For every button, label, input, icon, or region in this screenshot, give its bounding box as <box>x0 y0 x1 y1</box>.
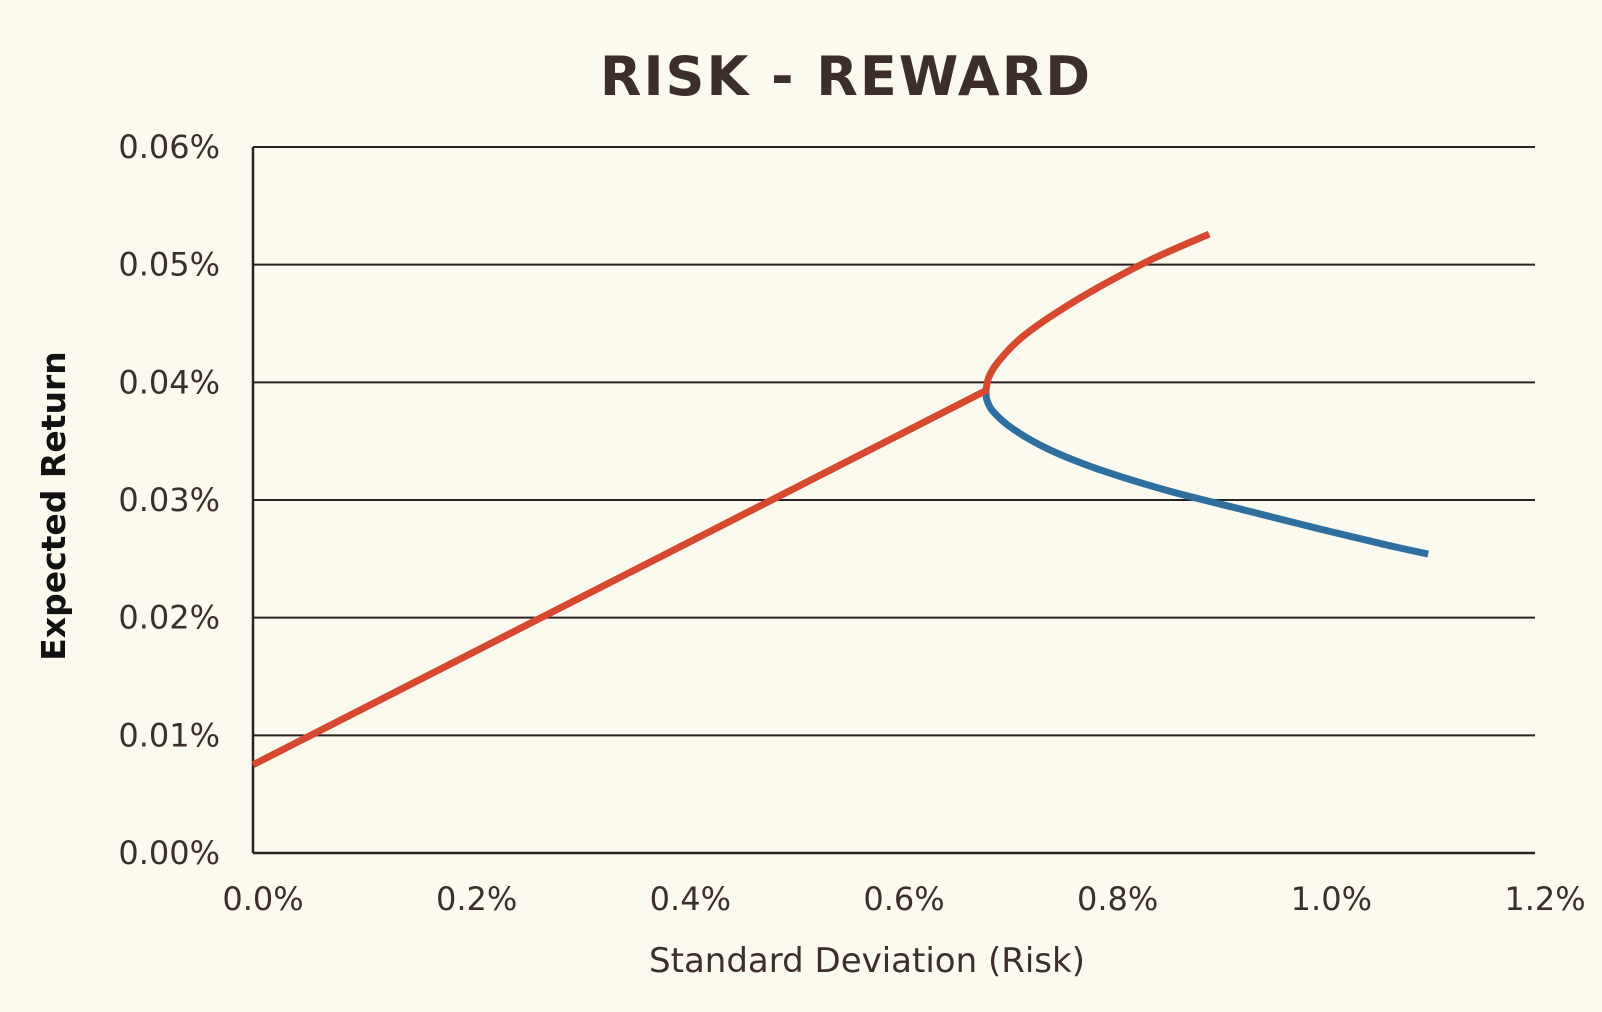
series-lines <box>251 230 1429 768</box>
x-tick-label: 0.8% <box>1077 880 1158 918</box>
y-tick-label: 0.00% <box>118 834 220 872</box>
y-axis-label: Expected Return <box>34 351 73 661</box>
x-tick-label: 1.2% <box>1504 880 1585 918</box>
y-tick-labels: 0.00% 0.01% 0.02% 0.03% 0.04% 0.05% 0.06% <box>118 128 220 872</box>
y-tick-label: 0.06% <box>118 128 220 166</box>
x-tick-label: 0.4% <box>650 880 731 918</box>
x-tick-label: 0.6% <box>863 880 944 918</box>
axes <box>251 147 1535 855</box>
x-tick-label: 0.2% <box>436 880 517 918</box>
y-tick-label: 0.04% <box>118 363 220 401</box>
y-tick-label: 0.05% <box>118 246 220 284</box>
x-tick-label: 1.0% <box>1291 880 1372 918</box>
x-axis-label: Standard Deviation (Risk) <box>649 941 1085 981</box>
gridlines <box>253 146 1535 737</box>
chart-title: RISK - REWARD <box>600 45 1092 108</box>
y-tick-label: 0.01% <box>118 716 220 754</box>
x-tick-label: 0.0% <box>222 880 303 918</box>
y-tick-label: 0.03% <box>118 481 220 519</box>
series-line-blue <box>982 390 1429 558</box>
series-line-red <box>251 230 1211 768</box>
x-tick-labels: 0.0% 0.2% 0.4% 0.6% 0.8% 1.0% 1.2% <box>222 880 1585 918</box>
y-tick-label: 0.02% <box>118 599 220 637</box>
